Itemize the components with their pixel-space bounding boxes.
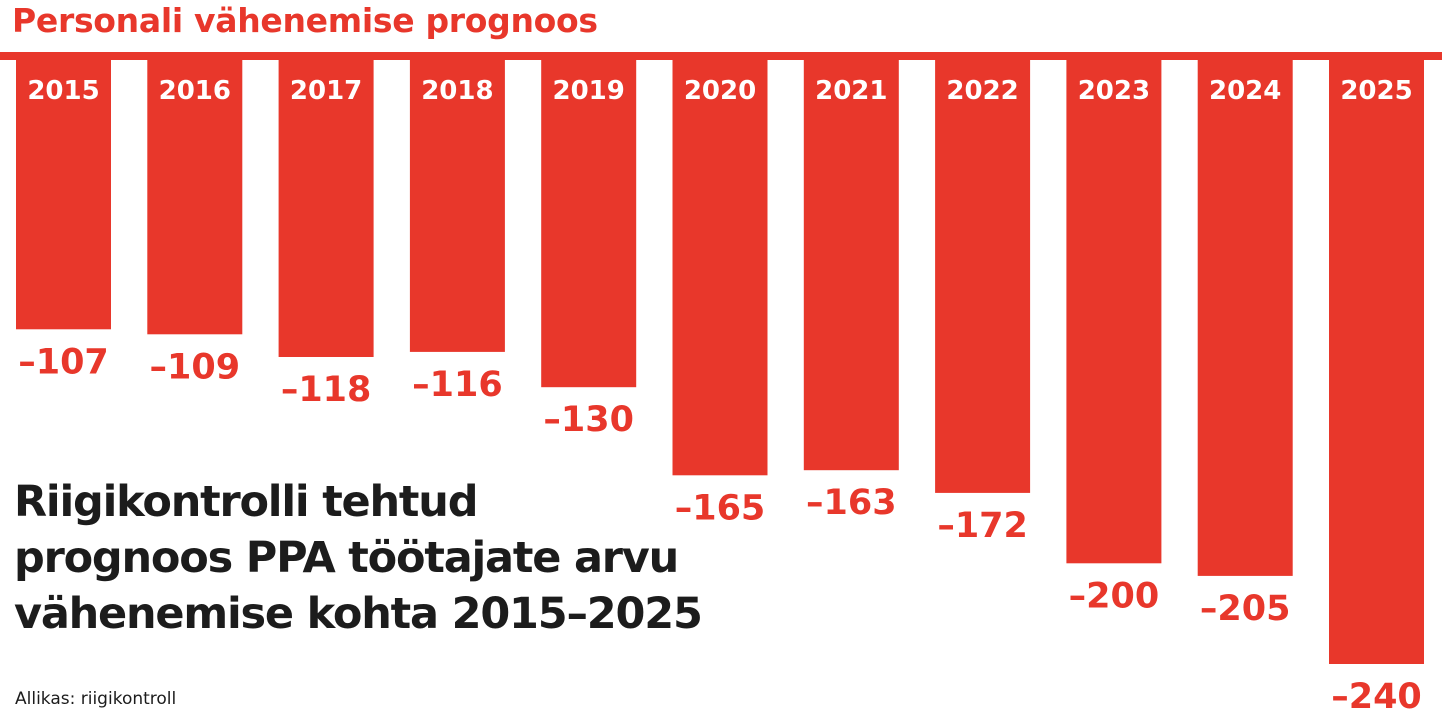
chart-title: Personali vähenemise prognoos bbox=[12, 1, 598, 40]
value-label-2024: –205 bbox=[1200, 589, 1291, 629]
bar-2020 bbox=[672, 60, 768, 476]
value-label-2018: –116 bbox=[412, 365, 503, 405]
bar-2021 bbox=[803, 60, 899, 471]
category-label-2016: 2016 bbox=[159, 76, 231, 106]
value-label-2021: –163 bbox=[806, 483, 897, 523]
category-label-2021: 2021 bbox=[815, 76, 887, 106]
bar-2025 bbox=[1329, 60, 1424, 664]
category-label-2024: 2024 bbox=[1209, 76, 1281, 106]
value-label-2023: –200 bbox=[1069, 576, 1160, 616]
value-label-2019: –130 bbox=[543, 400, 634, 440]
category-label-2023: 2023 bbox=[1078, 76, 1150, 106]
value-label-2025: –240 bbox=[1331, 677, 1422, 717]
value-label-2022: –172 bbox=[937, 506, 1028, 546]
description-line-3: vähenemise kohta 2015–2025 bbox=[14, 589, 703, 639]
bar-2016 bbox=[147, 60, 243, 335]
bar-2015 bbox=[16, 60, 111, 330]
description-line-2: prognoos PPA töötajate arvu bbox=[14, 533, 679, 583]
description-line-1: Riigikontrolli tehtud bbox=[14, 477, 478, 527]
bar-2023 bbox=[1066, 60, 1162, 564]
bar-2018 bbox=[409, 60, 505, 352]
category-label-2025: 2025 bbox=[1340, 76, 1412, 106]
value-label-2017: –118 bbox=[281, 370, 372, 410]
category-label-2022: 2022 bbox=[946, 76, 1018, 106]
bar-2022 bbox=[935, 60, 1031, 493]
bar-2019 bbox=[541, 60, 637, 388]
category-label-2020: 2020 bbox=[684, 76, 756, 106]
bar-2017 bbox=[278, 60, 374, 357]
bar-2024 bbox=[1197, 60, 1293, 576]
category-label-2019: 2019 bbox=[553, 76, 625, 106]
category-label-2015: 2015 bbox=[27, 76, 99, 106]
baseline-rule bbox=[0, 52, 1442, 60]
category-label-2017: 2017 bbox=[290, 76, 362, 106]
value-label-2020: –165 bbox=[675, 488, 766, 528]
source-note: Allikas: riigikontroll bbox=[15, 689, 177, 709]
value-label-2016: –109 bbox=[150, 347, 241, 387]
value-label-2015: –107 bbox=[18, 342, 109, 382]
category-label-2018: 2018 bbox=[421, 76, 493, 106]
chart-description: Riigikontrolli tehtud prognoos PPA tööta… bbox=[14, 474, 703, 642]
bars-group: 2015 –107 2016 –109 2017 –118 2018 –116 2019 –130… bbox=[16, 60, 1424, 717]
